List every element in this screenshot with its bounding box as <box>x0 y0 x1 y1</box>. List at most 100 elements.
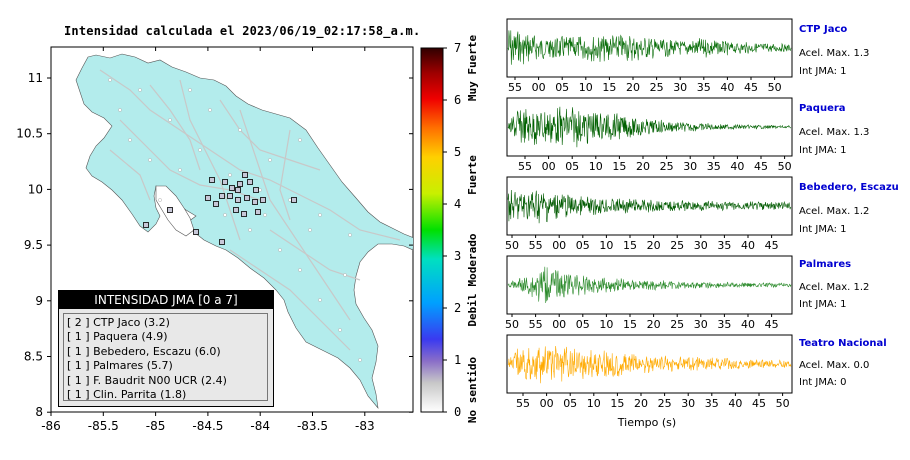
station-name: Palmares <box>799 259 852 270</box>
map-y-tick-label: 9 <box>35 294 43 308</box>
map-x-tick-label: -84 <box>250 419 270 433</box>
colorbar-tick-label: 1 <box>454 353 461 367</box>
map-axes: -86 -85.5 -85 -84.5 -84 -83.5 -83 11 10.5 10 9.5 9 8… <box>16 47 413 433</box>
seismogram-tick-label: 25 <box>650 81 664 94</box>
legend-item: [ 1 ] F. Baudrit N00 UCR (2.4) <box>67 373 227 387</box>
seismogram-tick-label: 00 <box>540 397 554 410</box>
seismogram-tick-label: 35 <box>717 318 731 331</box>
station-marker <box>235 197 241 203</box>
station-jma: Int JMA: 1 <box>799 224 847 235</box>
station-marker <box>167 207 173 213</box>
legend-item: [ 2 ] CTP Jaco (3.2) <box>67 316 170 329</box>
seismogram-tick-label: 05 <box>576 239 590 252</box>
seismogram-tick-label: 55 <box>529 239 543 252</box>
seismogram-tick-label: 45 <box>754 160 768 173</box>
station-name: Bebedero, Escazu <box>799 182 899 193</box>
seismogram-tick-label: 00 <box>542 160 556 173</box>
seismogram-tick-label: 25 <box>660 160 674 173</box>
seismogram-tick-label: 15 <box>612 160 626 173</box>
station-marker <box>235 187 241 193</box>
station-marker <box>222 179 228 185</box>
map-x-tick-label: -84.5 <box>192 419 223 433</box>
colorbar-tick-label: 6 <box>454 93 461 107</box>
seismogram-tick-label: 20 <box>634 397 648 410</box>
station-marker <box>242 172 248 178</box>
map-y-tick-label: 11 <box>28 71 43 85</box>
seismogram-trace <box>507 30 792 65</box>
seismogram-tick-label: 50 <box>776 397 790 410</box>
station-marker <box>241 211 247 217</box>
seismogram-tick-label: 10 <box>579 81 593 94</box>
seismogram-tick-label: 40 <box>730 160 744 173</box>
seismogram-tick-label: 40 <box>741 318 755 331</box>
station-name: Paquera <box>799 103 846 114</box>
map-x-tick-label: -85.5 <box>88 419 119 433</box>
seismogram-tick-label: 05 <box>555 81 569 94</box>
colorbar-tick-label: 2 <box>454 301 461 315</box>
station-marker <box>244 195 250 201</box>
seismogram-tick-label: 30 <box>694 239 708 252</box>
seismogram-tick-label: 55 <box>529 318 543 331</box>
map-x-tick-label: -83 <box>355 419 375 433</box>
colorbar-label: Muy Fuerte <box>466 35 479 102</box>
map-y-tick-label: 9.5 <box>24 238 43 252</box>
seismogram-tick-label: 20 <box>626 81 640 94</box>
seismogram-tick-label: 40 <box>728 397 742 410</box>
seismogram-tick-label: 25 <box>670 318 684 331</box>
station-marker <box>291 197 297 203</box>
gulf-nicoya <box>155 185 195 237</box>
station-marker <box>247 179 253 185</box>
seismogram-tick-label: 00 <box>552 239 566 252</box>
colorbar-tick-label: 4 <box>454 197 461 211</box>
seismogram-trace <box>507 266 792 304</box>
seismogram-trace <box>507 189 792 224</box>
station-marker <box>219 239 225 245</box>
seismogram-panel: 50 55 00 05 10 15 20 25 30 35 40 45 <box>505 176 793 252</box>
seismogram-tick-label: 50 <box>505 239 519 252</box>
intensity-colorbar: 7 6 5 4 3 2 1 0 Muy Fuerte Fuerte Moderado Debil No … <box>420 35 479 423</box>
seismogram-tick-label: 55 <box>508 81 522 94</box>
seismogram-tick-label: 15 <box>602 81 616 94</box>
station-marker <box>193 229 199 235</box>
legend-item: [ 1 ] Paquera (4.9) <box>67 330 168 344</box>
station-marker <box>209 177 215 183</box>
seismogram-tick-label: 45 <box>744 81 758 94</box>
seismogram-tick-label: 00 <box>552 318 566 331</box>
seismogram-tick-label: 45 <box>752 397 766 410</box>
station-marker <box>143 222 149 228</box>
station-marker <box>233 207 239 213</box>
seismogram-tick-label: 50 <box>768 81 782 94</box>
seismogram-tick-label: 20 <box>636 160 650 173</box>
seismogram-tick-label: 20 <box>647 239 661 252</box>
station-jma: Int JMA: 0 <box>799 377 847 388</box>
colorbar-tick-label: 5 <box>454 145 461 159</box>
seismogram-tick-label: 10 <box>599 239 613 252</box>
map-x-tick-label: -83.5 <box>297 419 328 433</box>
legend-item: [ 1 ] Clin. Parrita (1.8) <box>67 388 187 402</box>
seismogram-tick-label: 30 <box>673 81 687 94</box>
seismogram-tick-label: 35 <box>697 81 711 94</box>
seismogram-panels: 55 00 05 10 15 20 25 30 35 40 45 50 55 00 05 10 15 20 25 30… <box>505 18 793 410</box>
legend-title: INTENSIDAD JMA [0 a 7] <box>59 291 273 309</box>
seismogram-tick-label: 55 <box>518 160 532 173</box>
legend-item: [ 1 ] Palmares (5.7) <box>67 359 173 373</box>
seismogram-tick-label: 30 <box>694 318 708 331</box>
seismogram-tick-label: 50 <box>778 160 792 173</box>
seismogram-panel: 50 55 00 05 10 15 20 25 30 35 40 45 <box>505 255 793 331</box>
seismogram-tick-label: 05 <box>565 160 579 173</box>
station-marker <box>227 193 233 199</box>
seismogram-tick-label: 30 <box>681 397 695 410</box>
station-accel: Acel. Max. 1.2 <box>799 282 870 293</box>
towns-layer <box>108 78 362 362</box>
seismogram-tick-label: 10 <box>589 160 603 173</box>
station-accel: Acel. Max. 1.3 <box>799 48 870 59</box>
seismogram-tick-label: 40 <box>741 239 755 252</box>
seismogram-tick-label: 35 <box>717 239 731 252</box>
station-name: Teatro Nacional <box>799 338 887 349</box>
station-accel: Acel. Max. 0.0 <box>799 360 870 371</box>
legend-list: [ 2 ] CTP Jaco (3.2) [ 1 ] Paquera (4.9)… <box>63 313 268 401</box>
map-y-tick-label: 10.5 <box>16 127 43 141</box>
colorbar-tick-label: 3 <box>454 249 461 263</box>
colorbar-label: Fuerte <box>466 155 479 195</box>
